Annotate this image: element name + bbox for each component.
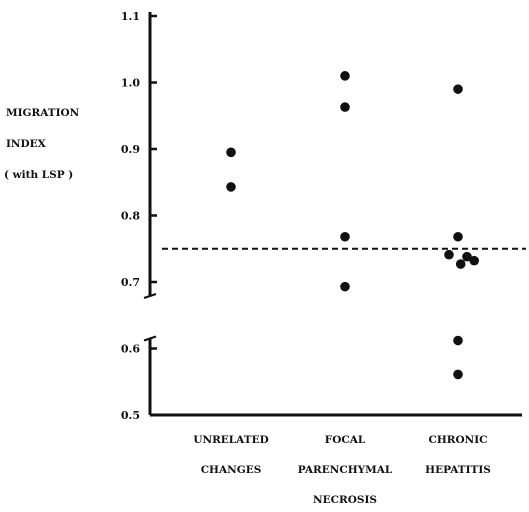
axis-break-mark-lower xyxy=(143,335,157,342)
data-point-12 xyxy=(453,335,463,346)
axis-break-mark-upper xyxy=(143,293,157,299)
y-tick-label-6: 1.1 xyxy=(121,10,140,23)
y-tick-label-3: 0.8 xyxy=(121,210,140,223)
data-point-3 xyxy=(340,102,350,112)
data-point-7 xyxy=(453,231,463,242)
y-tick-label-5: 1.0 xyxy=(121,77,140,90)
data-point-11 xyxy=(455,259,466,269)
category-label-0-1: CHANGES xyxy=(201,464,262,476)
data-point-6 xyxy=(453,84,463,94)
category-label-2-1: HEPATITIS xyxy=(425,464,491,476)
y-axis-label-line-1: INDEX xyxy=(6,138,47,150)
category-label-2-0: CHRONIC xyxy=(428,434,487,446)
data-point-4 xyxy=(340,231,350,242)
y-tick-label-1: 0.6 xyxy=(121,343,140,356)
y-tick-label-4: 0.9 xyxy=(121,143,140,156)
y-axis-label-line-0: MIGRATION xyxy=(6,107,80,119)
y-tick-label-0: 0.5 xyxy=(121,409,140,422)
y-axis-label-line-2: ( with LSP ) xyxy=(4,169,73,181)
y-axis-label: MIGRATION INDEX ( with LSP ) xyxy=(4,107,80,181)
data-points xyxy=(226,71,480,380)
data-point-13 xyxy=(453,369,463,380)
data-point-2 xyxy=(340,71,350,81)
data-point-0 xyxy=(226,147,236,158)
data-point-8 xyxy=(444,249,454,260)
data-point-10 xyxy=(469,255,480,266)
y-tick-label-2: 0.7 xyxy=(121,276,140,289)
y-axis: 0.5 0.6 0.7 0.8 0.9 1.0 1.1 xyxy=(121,10,157,422)
category-label-1-2: NECROSIS xyxy=(313,494,377,506)
category-labels: UNRELATED CHANGES FOCAL PARENCHYMAL NECROSIS… xyxy=(193,434,491,506)
data-point-9 xyxy=(462,251,472,262)
data-point-1 xyxy=(226,182,236,192)
category-label-1-1: PARENCHYMAL xyxy=(298,464,393,476)
category-label-1-0: FOCAL xyxy=(325,434,366,446)
data-point-5 xyxy=(340,281,350,292)
category-label-0-0: UNRELATED xyxy=(193,434,268,446)
